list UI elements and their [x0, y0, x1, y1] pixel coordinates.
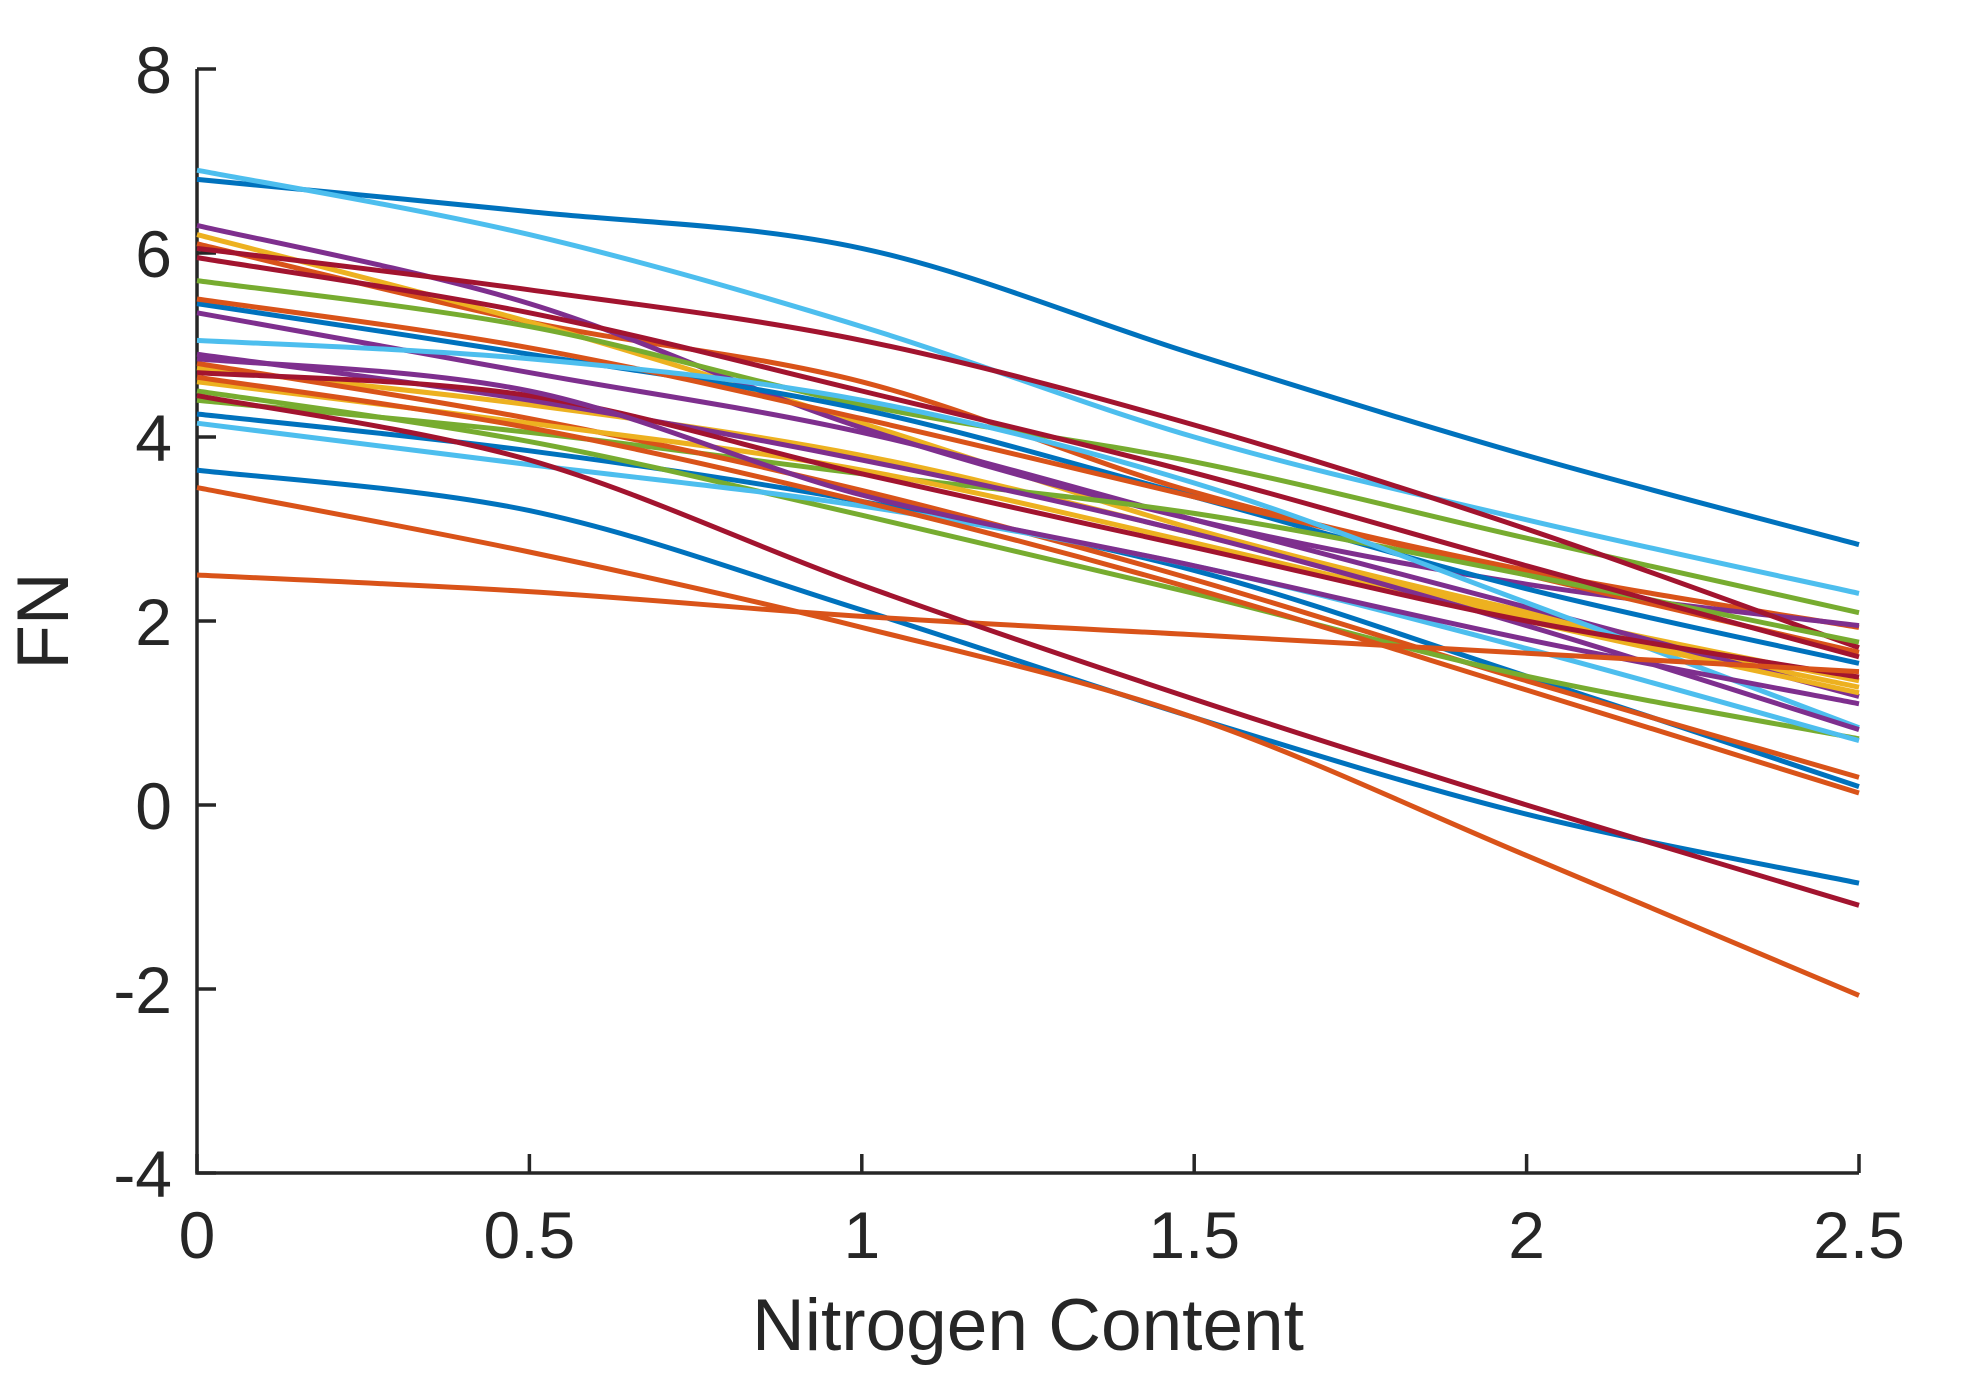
y-tick-label: -2 [113, 953, 172, 1027]
series-line-04 [196, 222, 1860, 629]
series-line-14 [196, 255, 1860, 660]
x-tick-label: 0 [179, 1198, 216, 1272]
series-line-19 [196, 388, 1860, 742]
series-line-18 [196, 351, 1860, 732]
y-tick-label: -4 [113, 1137, 172, 1211]
y-axis-label: FN [3, 572, 84, 669]
series-line-22 [196, 467, 1860, 886]
axes-layer [195, 67, 1861, 1175]
series-line-27 [196, 393, 1860, 908]
x-axis-label: Nitrogen Content [752, 1285, 1304, 1366]
x-tick-label: 0.5 [484, 1198, 576, 1272]
series-line-24 [196, 356, 1860, 707]
y-tick-label: 4 [135, 401, 172, 475]
series-line-21 [196, 370, 1860, 680]
x-tick-label: 1.5 [1148, 1198, 1240, 1272]
series-line-23 [196, 374, 1860, 796]
series-line-05 [196, 278, 1860, 616]
series-line-15 [196, 411, 1860, 789]
series-line-26 [196, 572, 1860, 675]
x-tick-label: 1 [843, 1198, 880, 1272]
series-line-25 [196, 485, 1860, 998]
x-tick-label: 2.5 [1813, 1198, 1905, 1272]
series-layer [196, 167, 1860, 998]
series-line-13 [196, 337, 1860, 731]
x-tick-label: 2 [1508, 1198, 1545, 1272]
series-line-08 [196, 301, 1860, 666]
series-line-06 [196, 167, 1860, 596]
series-line-07 [196, 245, 1860, 651]
axis-spine [195, 69, 1859, 1175]
series-line-01 [196, 176, 1860, 548]
y-tick-label: 6 [135, 217, 172, 291]
y-tick-label: 0 [135, 769, 172, 843]
y-tick-label: 2 [135, 585, 172, 659]
y-tick-label: 8 [135, 33, 172, 107]
